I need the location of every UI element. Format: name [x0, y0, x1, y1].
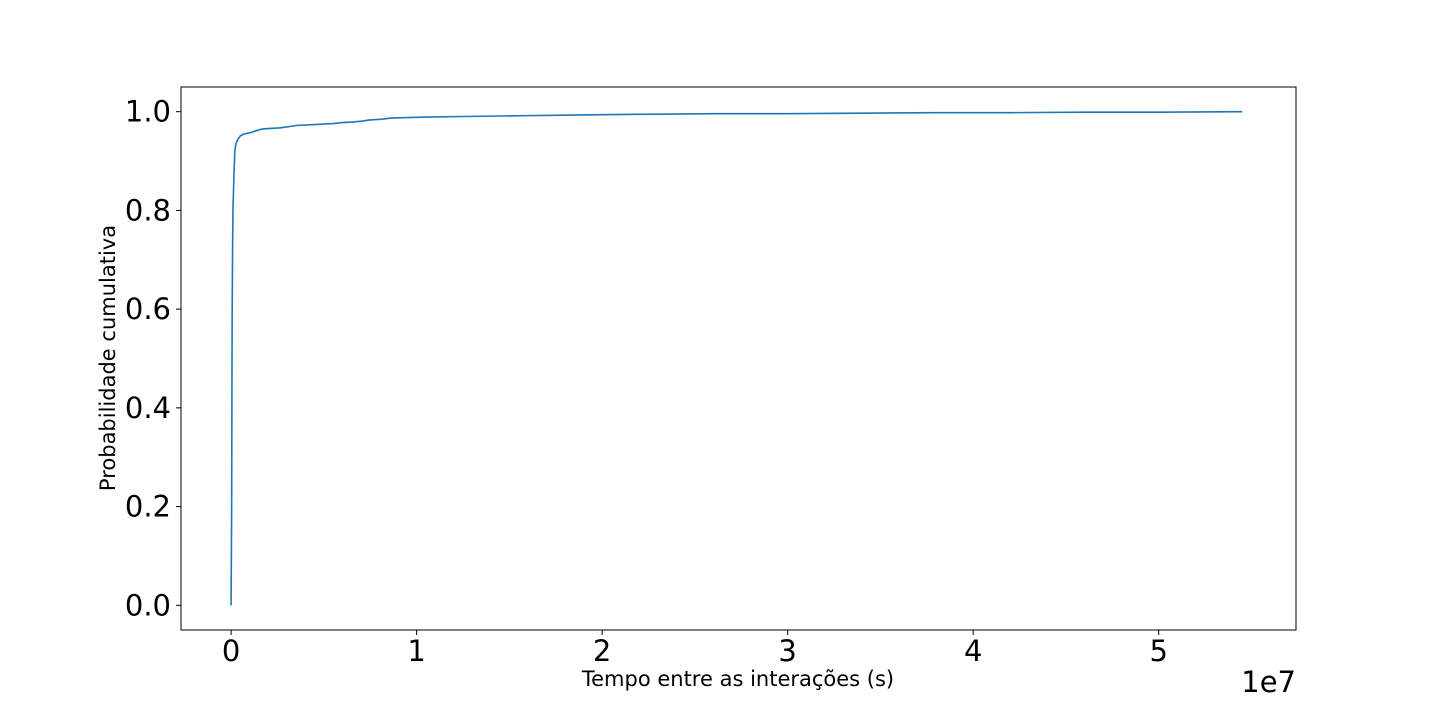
y-tick-label: 0.6	[125, 292, 171, 326]
series-line-0	[230, 110, 1243, 606]
x-axis-offset-label: 1e7	[1241, 665, 1296, 699]
x-tick-label: 1	[407, 634, 425, 668]
plot-area	[181, 87, 1296, 630]
y-axis-ticks: 0.0 0.2 0.4 0.6 0.8 1.0	[125, 95, 181, 622]
x-axis-label: Tempo entre as interações (s)	[581, 667, 894, 691]
y-tick-label: 0.4	[125, 391, 171, 425]
y-tick-label: 0.2	[125, 490, 171, 524]
x-tick-label: 5	[1149, 634, 1167, 668]
series-layer	[230, 110, 1243, 606]
y-axis-label: Probabilidade cumulativa	[96, 225, 120, 491]
x-axis-ticks: 0 1 2 3 4 5	[222, 630, 1168, 668]
x-tick-label: 3	[778, 634, 796, 668]
x-tick-label: 0	[222, 634, 240, 668]
y-tick-label: 0.0	[125, 588, 171, 622]
axes-frame	[180, 86, 1297, 631]
x-tick-label: 4	[964, 634, 982, 668]
y-tick-label: 0.8	[125, 193, 171, 227]
x-tick-label: 2	[593, 634, 611, 668]
y-tick-label: 1.0	[125, 95, 171, 129]
